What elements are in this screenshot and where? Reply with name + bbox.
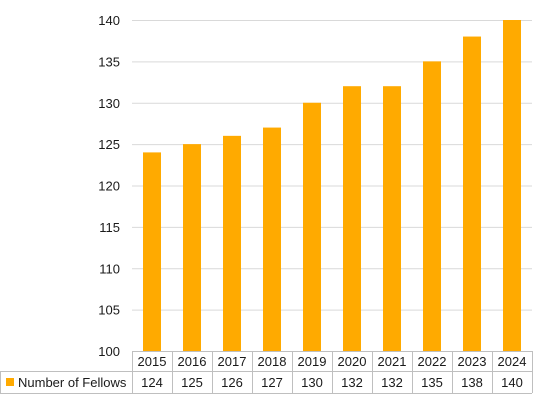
- y-tick-label: 120: [98, 179, 120, 194]
- y-tick-label: 100: [98, 344, 120, 359]
- y-tick-label: 135: [98, 54, 120, 69]
- y-axis-tick-labels: 100 105 110 115 120 125 130 135 140: [98, 13, 120, 359]
- data-table: 2015 124 2016 125 2017 126 2018 127 2019 130 2020 1…: [0, 351, 533, 394]
- bars: [143, 20, 521, 352]
- bar-2019: [303, 102, 321, 351]
- legend-swatch: [6, 378, 14, 386]
- data-label: 124: [141, 375, 163, 390]
- data-label: 132: [381, 375, 403, 390]
- bar-2018: [263, 127, 281, 351]
- x-tick-label: 2019: [298, 354, 327, 369]
- bar-2017: [223, 135, 241, 351]
- bar-2016: [183, 144, 201, 351]
- bar-2020: [343, 86, 361, 351]
- x-tick-label: 2017: [218, 354, 247, 369]
- data-label: 135: [421, 375, 443, 390]
- y-tick-label: 105: [98, 303, 120, 318]
- data-label: 127: [261, 375, 283, 390]
- bar-2021: [383, 86, 401, 351]
- data-label: 132: [341, 375, 363, 390]
- data-label: 126: [221, 375, 243, 390]
- y-tick-label: 110: [99, 261, 120, 276]
- bar-2023: [463, 36, 481, 352]
- x-tick-label: 2022: [418, 354, 447, 369]
- y-tick-label: 115: [99, 220, 120, 235]
- data-label: 130: [301, 375, 323, 390]
- bar-2015: [143, 152, 161, 351]
- y-tick-label: 140: [98, 13, 120, 28]
- x-tick-label: 2024: [498, 354, 527, 369]
- y-tick-label: 125: [98, 137, 120, 152]
- data-label: 125: [181, 375, 203, 390]
- y-tick-label: 130: [98, 96, 120, 111]
- x-tick-label: 2021: [378, 354, 407, 369]
- data-label: 138: [461, 375, 483, 390]
- x-tick-label: 2020: [338, 354, 367, 369]
- legend-label: Number of Fellows: [18, 375, 127, 390]
- x-tick-label: 2018: [258, 354, 287, 369]
- x-tick-label: 2015: [138, 354, 167, 369]
- x-tick-label: 2023: [458, 354, 487, 369]
- x-tick-label: 2016: [178, 354, 207, 369]
- bar-2024: [503, 20, 521, 351]
- data-label: 140: [501, 375, 523, 390]
- bar-2022: [423, 61, 441, 351]
